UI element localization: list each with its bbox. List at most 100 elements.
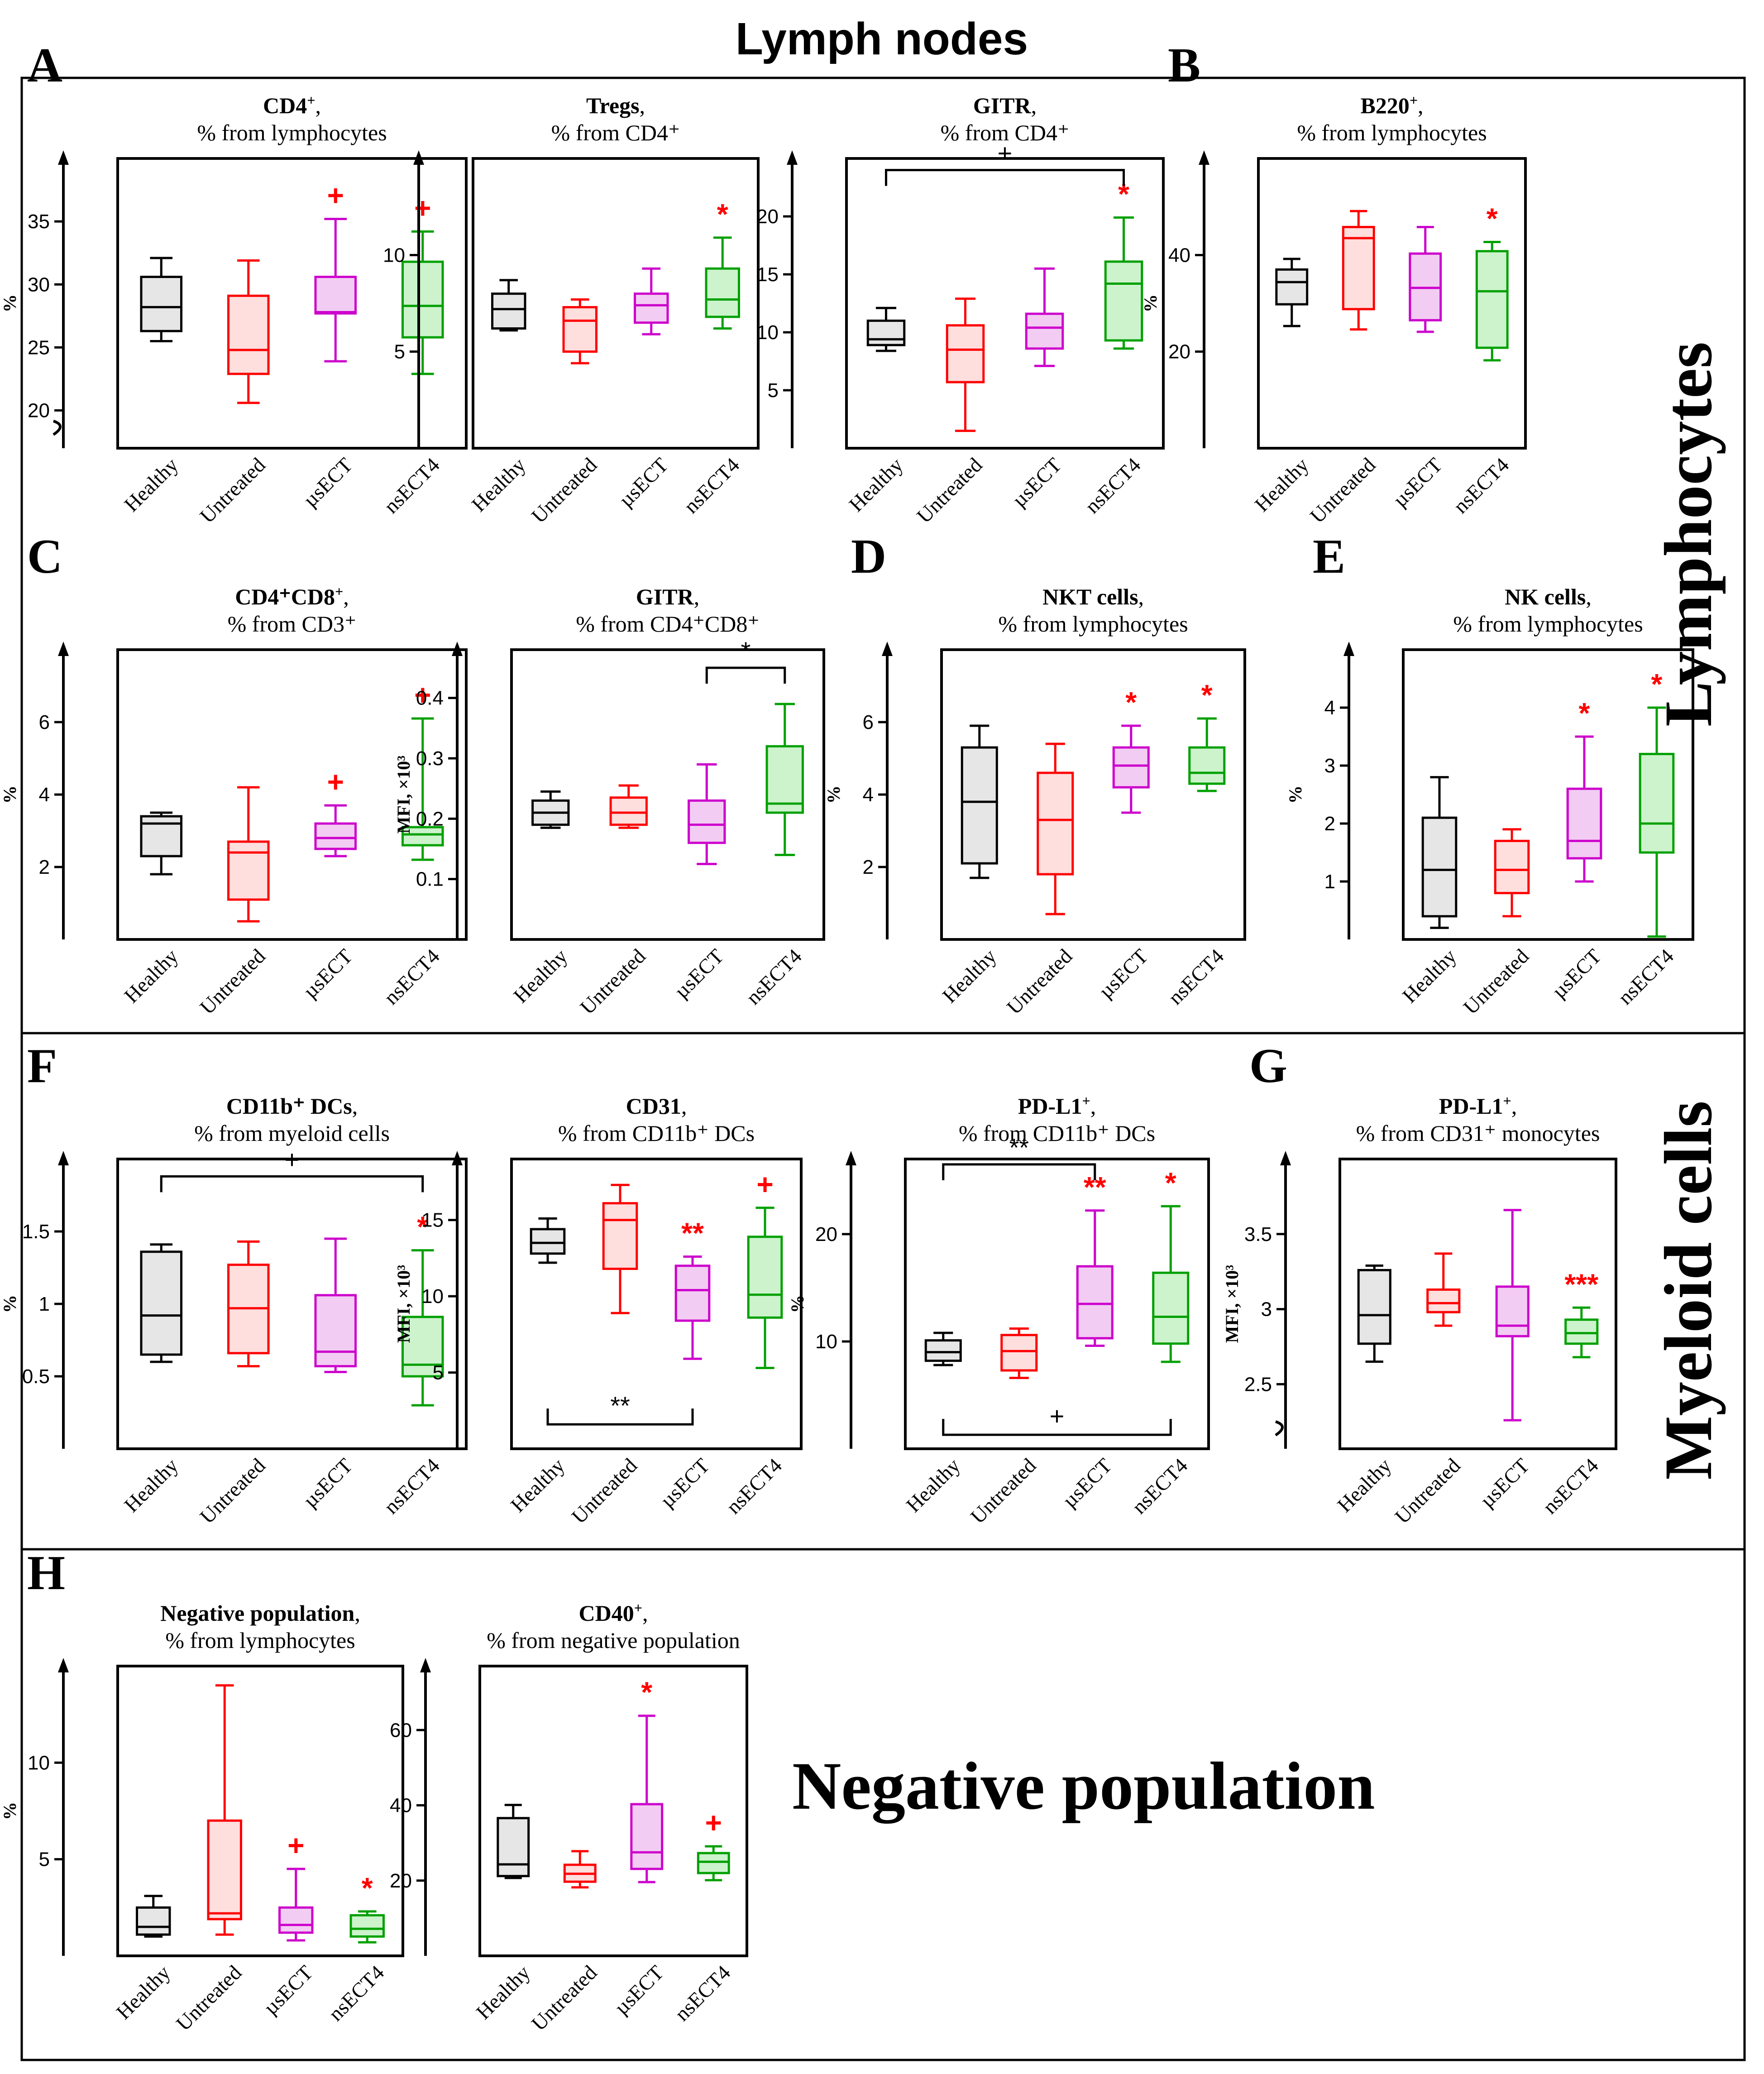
y-axis-arrow	[413, 150, 424, 165]
y-tick-label: 2.5	[1244, 1373, 1272, 1395]
y-axis-arrow	[882, 642, 893, 656]
chart-subtitle: % from CD4⁺	[551, 120, 680, 145]
y-axis-label: %	[0, 786, 20, 804]
box-2	[602, 1183, 638, 1314]
y-tick-label: 20	[815, 1223, 837, 1245]
y-axis-label: %	[787, 1295, 808, 1313]
chart-title: CD4+,	[263, 92, 321, 118]
box-4	[765, 703, 804, 856]
box-3	[688, 763, 726, 865]
chart-g: G PD-L1+,% from CD31⁺ monocytes 2.5 3 3.5MFI…	[1222, 1039, 1617, 1528]
y-tick-label: 25	[28, 336, 50, 359]
box-1	[140, 811, 183, 876]
x-tick-label: Untreated	[527, 1961, 601, 2035]
panel-letter-b: B	[1168, 38, 1200, 92]
box-iqr	[1566, 787, 1602, 860]
y-tick-label: 10	[421, 1285, 444, 1308]
y-tick-label: 20	[390, 1870, 412, 1892]
chart-title: GITR,	[636, 584, 699, 609]
x-tick-label: µsECT	[298, 1454, 357, 1512]
box-iqr	[1112, 746, 1150, 789]
significance-mark: *	[1579, 697, 1590, 729]
y-axis-label: %	[823, 786, 844, 804]
box-iqr	[630, 1803, 664, 1870]
box-2	[207, 1684, 242, 1936]
y-axis-arrow	[787, 150, 798, 165]
comparison-bracket	[705, 666, 786, 684]
chart-subtitle: % from CD4⁺CD8⁺	[576, 611, 760, 637]
significance-mark: *	[417, 1211, 428, 1243]
x-tick-label: nsECT4	[670, 1961, 735, 2026]
bracket-label: +	[1050, 1402, 1065, 1430]
box-iqr	[349, 1914, 385, 1938]
chart-subtitle: % from CD11b⁺ DCs	[959, 1121, 1155, 1146]
box-4	[1104, 216, 1143, 350]
box-iqr	[1495, 1285, 1530, 1337]
y-tick-label: 5	[39, 1849, 50, 1871]
y-tick-label: 40	[390, 1795, 412, 1817]
box-1	[140, 257, 183, 342]
box-iqr	[705, 267, 740, 318]
chart-d: D NKT cells,% from lymphocytes 2 4 6% Healthy…	[823, 530, 1246, 1019]
box-iqr	[1342, 225, 1375, 311]
significance-mark: +	[287, 1829, 304, 1862]
chart-e: E NK cells,% from lymphocytes 1 2 3 4% Healthy…	[1285, 530, 1694, 1019]
plot-frame	[1402, 648, 1694, 941]
chart-subtitle: % from lymphocytes	[197, 120, 387, 145]
box-iqr	[1275, 268, 1309, 306]
box-4	[401, 230, 444, 375]
plot-frame	[845, 157, 1165, 450]
y-tick-label: 20	[1168, 341, 1190, 363]
box-4	[747, 1207, 783, 1369]
x-tick-label: Healthy	[120, 453, 182, 516]
chart-a1: A CD4+,% from lymphocytes 20 25 30 35% Healthy…	[0, 38, 468, 527]
box-iqr	[207, 1819, 242, 1921]
box-iqr	[1421, 816, 1458, 918]
x-tick-label: Untreated	[966, 1454, 1040, 1528]
y-tick-label: 6	[39, 711, 50, 733]
chart-title: CD31,	[626, 1093, 687, 1119]
x-tick-label: Untreated	[1391, 1454, 1465, 1528]
y-axis-arrow	[58, 1658, 69, 1672]
y-axis-arrow	[452, 642, 463, 656]
comparison-bracket	[546, 1408, 694, 1426]
significance-mark: *	[1651, 668, 1663, 700]
significance-mark: *	[362, 1872, 373, 1904]
significance-mark: ***	[1564, 1268, 1598, 1300]
y-axis-label: %	[0, 1295, 20, 1313]
box-1	[531, 790, 570, 829]
x-tick-label: Healthy	[506, 1454, 569, 1517]
box-iqr	[140, 276, 183, 332]
plot-frame	[116, 1665, 404, 1957]
box-iqr	[530, 1228, 566, 1255]
box-iqr	[747, 1236, 783, 1319]
y-tick-label: 10	[383, 244, 405, 266]
chart-title: Tregs,	[586, 93, 645, 118]
box-1	[497, 1804, 530, 1879]
significance-mark: *	[1125, 686, 1137, 718]
panel-letter-d: D	[851, 530, 886, 584]
box-4	[401, 717, 444, 861]
box-2	[563, 1850, 597, 1889]
chart-a3: GITR,% from CD4⁺ 5 10 15 20 Healthy Untreated µ…	[756, 93, 1165, 527]
significance-mark: *	[717, 198, 728, 230]
y-tick-label: 0.2	[416, 808, 444, 830]
box-iqr	[1037, 771, 1074, 876]
plot-frame	[940, 648, 1246, 941]
box-1	[140, 1243, 183, 1363]
box-iqr	[227, 294, 270, 375]
box-iqr	[278, 1906, 314, 1934]
x-tick-label: µsECT	[669, 944, 728, 1003]
chart-h2: CD40+,% from negative population 20 40 60 He…	[390, 1600, 748, 2035]
box-3	[1025, 267, 1064, 367]
box-iqr	[609, 796, 648, 826]
comparison-bracket	[942, 1419, 1172, 1436]
chart-title: NKT cells,	[1042, 584, 1144, 609]
section-label-myeloid: Myeloid cells	[1651, 1101, 1726, 1480]
x-tick-label: Untreated	[567, 1454, 641, 1528]
box-iqr	[1025, 312, 1064, 350]
x-tick-label: Healthy	[467, 453, 530, 516]
chart-title: B220+,	[1360, 92, 1423, 118]
chart-b: B B220+,% from lymphocytes 20 40% HealthyUnt…	[1140, 38, 1527, 527]
chart-title: NK cells,	[1505, 584, 1592, 609]
